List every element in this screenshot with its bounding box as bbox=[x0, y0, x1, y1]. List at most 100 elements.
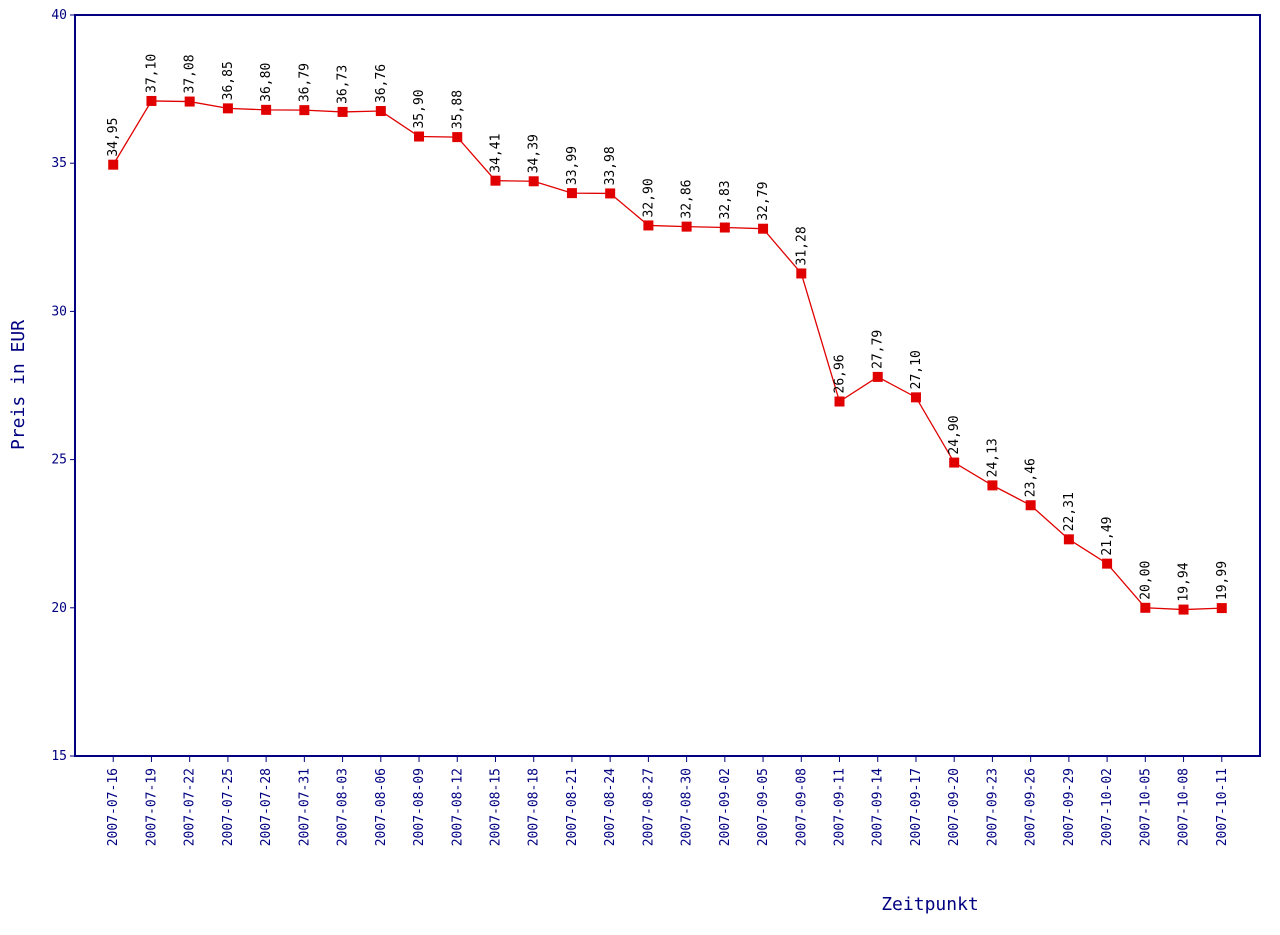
data-point bbox=[1178, 604, 1189, 615]
data-point bbox=[337, 106, 348, 117]
data-point bbox=[796, 268, 807, 279]
data-point bbox=[1063, 534, 1074, 545]
data-point bbox=[1025, 500, 1036, 511]
x-tick-label: 2007-09-02 bbox=[718, 768, 733, 846]
data-point bbox=[834, 396, 845, 407]
x-tick-label: 2007-08-03 bbox=[336, 768, 351, 846]
data-point bbox=[643, 220, 654, 231]
x-tick-label: 2007-08-09 bbox=[412, 768, 427, 846]
data-point bbox=[681, 221, 692, 232]
data-point bbox=[452, 132, 463, 143]
x-tick-label: 2007-07-25 bbox=[221, 768, 236, 846]
value-label: 33,99 bbox=[565, 146, 580, 185]
y-axis-title: Preis in EUR bbox=[8, 320, 29, 450]
value-label: 37,08 bbox=[183, 54, 198, 93]
x-tick-label: 2007-08-24 bbox=[603, 768, 618, 846]
x-tick-label: 2007-09-14 bbox=[871, 768, 886, 846]
data-point bbox=[1216, 603, 1227, 614]
y-tick-label: 20 bbox=[51, 601, 67, 616]
value-label: 34,39 bbox=[527, 134, 542, 173]
value-label: 35,90 bbox=[412, 89, 427, 128]
data-point bbox=[414, 131, 425, 142]
value-label: 32,90 bbox=[641, 178, 656, 217]
x-tick-label: 2007-08-30 bbox=[680, 768, 695, 846]
data-point bbox=[987, 480, 998, 491]
x-tick-label: 2007-08-18 bbox=[527, 768, 542, 846]
value-label: 31,28 bbox=[794, 226, 809, 265]
value-label: 36,73 bbox=[336, 65, 351, 104]
x-tick-label: 2007-07-16 bbox=[106, 768, 121, 846]
data-point bbox=[872, 371, 883, 382]
x-tick-label: 2007-10-05 bbox=[1138, 768, 1153, 846]
data-point bbox=[1140, 602, 1151, 613]
value-label: 32,83 bbox=[718, 180, 733, 219]
x-tick-label: 2007-10-11 bbox=[1215, 768, 1230, 846]
y-tick-label: 25 bbox=[51, 453, 67, 468]
value-label: 32,79 bbox=[756, 182, 771, 221]
x-tick-label: 2007-09-29 bbox=[1062, 768, 1077, 846]
data-point bbox=[605, 188, 616, 199]
x-tick-label: 2007-07-22 bbox=[183, 768, 198, 846]
value-label: 24,90 bbox=[947, 415, 962, 454]
value-label: 32,86 bbox=[680, 179, 695, 218]
data-point bbox=[222, 103, 233, 114]
x-tick-label: 2007-10-02 bbox=[1100, 768, 1115, 846]
data-point bbox=[375, 106, 386, 117]
x-tick-label: 2007-09-23 bbox=[985, 768, 1000, 846]
value-label: 36,79 bbox=[297, 63, 312, 102]
x-axis-title: Zeitpunkt bbox=[881, 894, 979, 915]
value-label: 36,80 bbox=[259, 63, 274, 102]
plot-frame bbox=[74, 14, 1261, 757]
x-tick-label: 2007-09-20 bbox=[947, 768, 962, 846]
value-label: 20,00 bbox=[1138, 561, 1153, 600]
value-label: 35,88 bbox=[450, 90, 465, 129]
value-label: 36,85 bbox=[221, 61, 236, 100]
data-point bbox=[490, 175, 501, 186]
x-tick-label: 2007-09-05 bbox=[756, 768, 771, 846]
x-tick-label: 2007-09-11 bbox=[833, 768, 848, 846]
x-tick-label: 2007-08-21 bbox=[565, 768, 580, 846]
value-label: 27,79 bbox=[871, 330, 886, 369]
data-point bbox=[910, 392, 921, 403]
data-point bbox=[146, 95, 157, 106]
value-label: 21,49 bbox=[1100, 516, 1115, 555]
value-label: 27,10 bbox=[909, 350, 924, 389]
x-tick-label: 2007-08-12 bbox=[450, 768, 465, 846]
x-tick-label: 2007-08-06 bbox=[374, 768, 389, 846]
y-tick-label: 30 bbox=[51, 304, 67, 319]
data-line bbox=[112, 100, 1222, 611]
data-point bbox=[949, 457, 960, 468]
x-tick-label: 2007-10-08 bbox=[1177, 768, 1192, 846]
data-point bbox=[1102, 558, 1113, 569]
x-tick-label: 2007-09-08 bbox=[794, 768, 809, 846]
data-point bbox=[261, 104, 272, 115]
data-point bbox=[719, 222, 730, 233]
y-tick-label: 40 bbox=[51, 8, 67, 23]
value-label: 24,13 bbox=[985, 438, 1000, 477]
x-tick-label: 2007-09-26 bbox=[1024, 768, 1039, 846]
y-tick-label: 35 bbox=[51, 156, 67, 171]
data-point bbox=[528, 176, 539, 187]
value-label: 23,46 bbox=[1024, 458, 1039, 497]
data-point bbox=[108, 159, 119, 170]
value-label: 34,95 bbox=[106, 118, 121, 157]
x-tick-label: 2007-07-19 bbox=[144, 768, 159, 846]
x-tick-label: 2007-08-15 bbox=[488, 768, 503, 846]
data-point bbox=[299, 105, 310, 116]
value-label: 19,99 bbox=[1215, 561, 1230, 600]
value-label: 19,94 bbox=[1177, 562, 1192, 601]
x-tick-label: 2007-07-28 bbox=[259, 768, 274, 846]
x-tick-label: 2007-08-27 bbox=[641, 768, 656, 846]
x-tick-label: 2007-07-31 bbox=[297, 768, 312, 846]
value-label: 36,76 bbox=[374, 64, 389, 103]
value-label: 37,10 bbox=[144, 54, 159, 93]
value-label: 26,96 bbox=[833, 354, 848, 393]
data-point bbox=[566, 188, 577, 199]
x-tick-label: 2007-09-17 bbox=[909, 768, 924, 846]
value-label: 33,98 bbox=[603, 146, 618, 185]
value-label: 34,41 bbox=[488, 134, 503, 173]
data-point bbox=[758, 223, 769, 234]
y-tick-label: 15 bbox=[51, 749, 67, 764]
value-label: 22,31 bbox=[1062, 492, 1077, 531]
